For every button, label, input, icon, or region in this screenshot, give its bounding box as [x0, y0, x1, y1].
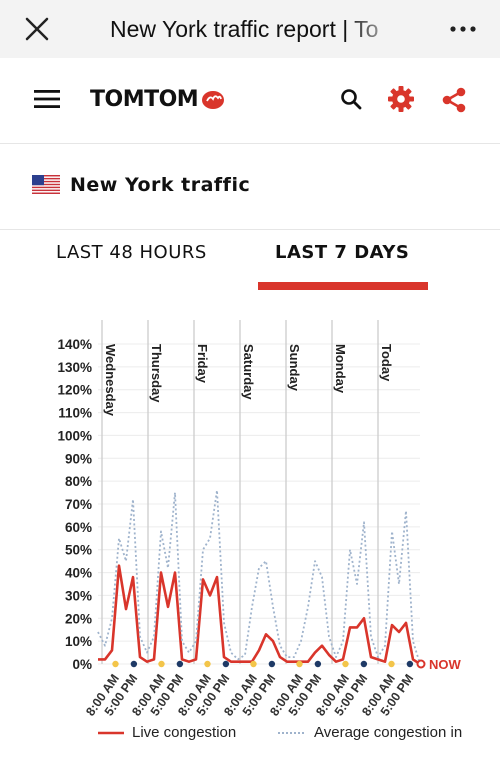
day-label: Today [379, 344, 394, 382]
y-tick-label: 120% [57, 383, 92, 398]
title-fade [345, 10, 405, 48]
y-tick-label: 0% [72, 657, 92, 672]
y-tick-label: 140% [57, 337, 92, 352]
y-tick-label: 70% [65, 497, 92, 512]
day-label: Sunday [287, 344, 302, 392]
legend-live: Live congestion [98, 724, 236, 741]
day-label: Wednesday [103, 344, 118, 417]
tomtom-logo[interactable]: TOMTOM [90, 86, 226, 112]
now-marker [416, 659, 426, 669]
search-icon[interactable] [340, 88, 362, 110]
brand-name: TOMTOM [90, 86, 199, 112]
am-marker [204, 660, 211, 668]
am-marker [296, 660, 303, 668]
legend-live-label: Live congestion [132, 724, 237, 741]
pm-marker [222, 660, 230, 668]
y-tick-label: 50% [65, 543, 92, 558]
y-tick-label: 100% [57, 428, 92, 443]
am-marker [112, 660, 119, 668]
close-icon[interactable] [22, 14, 52, 44]
more-horizontal-icon[interactable] [448, 18, 478, 40]
am-marker [388, 660, 395, 668]
y-tick-label: 90% [65, 451, 92, 466]
day-label: Monday [333, 344, 348, 394]
pm-marker [406, 660, 414, 668]
share-icon[interactable] [440, 86, 468, 114]
live-congestion-line [98, 564, 421, 666]
y-tick-label: 60% [65, 520, 92, 535]
legend-average: Average congestion in [278, 724, 462, 741]
y-tick-label: 20% [65, 611, 92, 626]
y-tick-label: 10% [65, 634, 92, 649]
day-label: Friday [195, 344, 210, 384]
y-tick-label: 110% [58, 406, 92, 421]
day-label: Saturday [241, 344, 256, 400]
pm-marker [314, 660, 322, 668]
gear-icon[interactable] [387, 85, 415, 113]
tab-last-48-hours[interactable]: LAST 48 HOURS [56, 242, 207, 263]
now-label: NOW [429, 657, 462, 672]
y-tick-label: 30% [65, 588, 92, 603]
logo-hand-icon [202, 91, 225, 109]
pm-marker [130, 660, 138, 668]
window-title: New York traffic report | To [110, 16, 379, 42]
pm-marker [268, 660, 276, 668]
tab-last-7-days[interactable]: LAST 7 DAYS [275, 242, 410, 263]
legend-average-label: Average congestion in [314, 724, 463, 741]
y-tick-label: 80% [65, 474, 92, 489]
legend-average-swatch [278, 731, 306, 734]
am-marker [158, 660, 165, 668]
average-congestion-line [97, 489, 421, 665]
hamburger-menu-icon[interactable] [34, 89, 60, 109]
am-marker [250, 660, 257, 668]
y-tick-label: 40% [65, 566, 92, 581]
us-flag-icon [32, 175, 60, 194]
window-title-bar: New York traffic report | To [0, 0, 500, 59]
active-tab-indicator [258, 282, 428, 290]
legend-live-swatch [98, 731, 124, 734]
pm-marker [176, 660, 184, 668]
y-tick-label: 130% [57, 360, 92, 375]
congestion-chart: 140% 130% 120% 110% 100% 90% 80% 70% 60% 50% 40% 30… [57, 320, 462, 719]
am-marker [342, 660, 349, 668]
location-bar [0, 143, 500, 230]
pm-marker [360, 660, 368, 668]
location-title: New York traffic [70, 174, 251, 196]
day-label: Thursday [149, 344, 164, 403]
site-header [0, 58, 500, 144]
